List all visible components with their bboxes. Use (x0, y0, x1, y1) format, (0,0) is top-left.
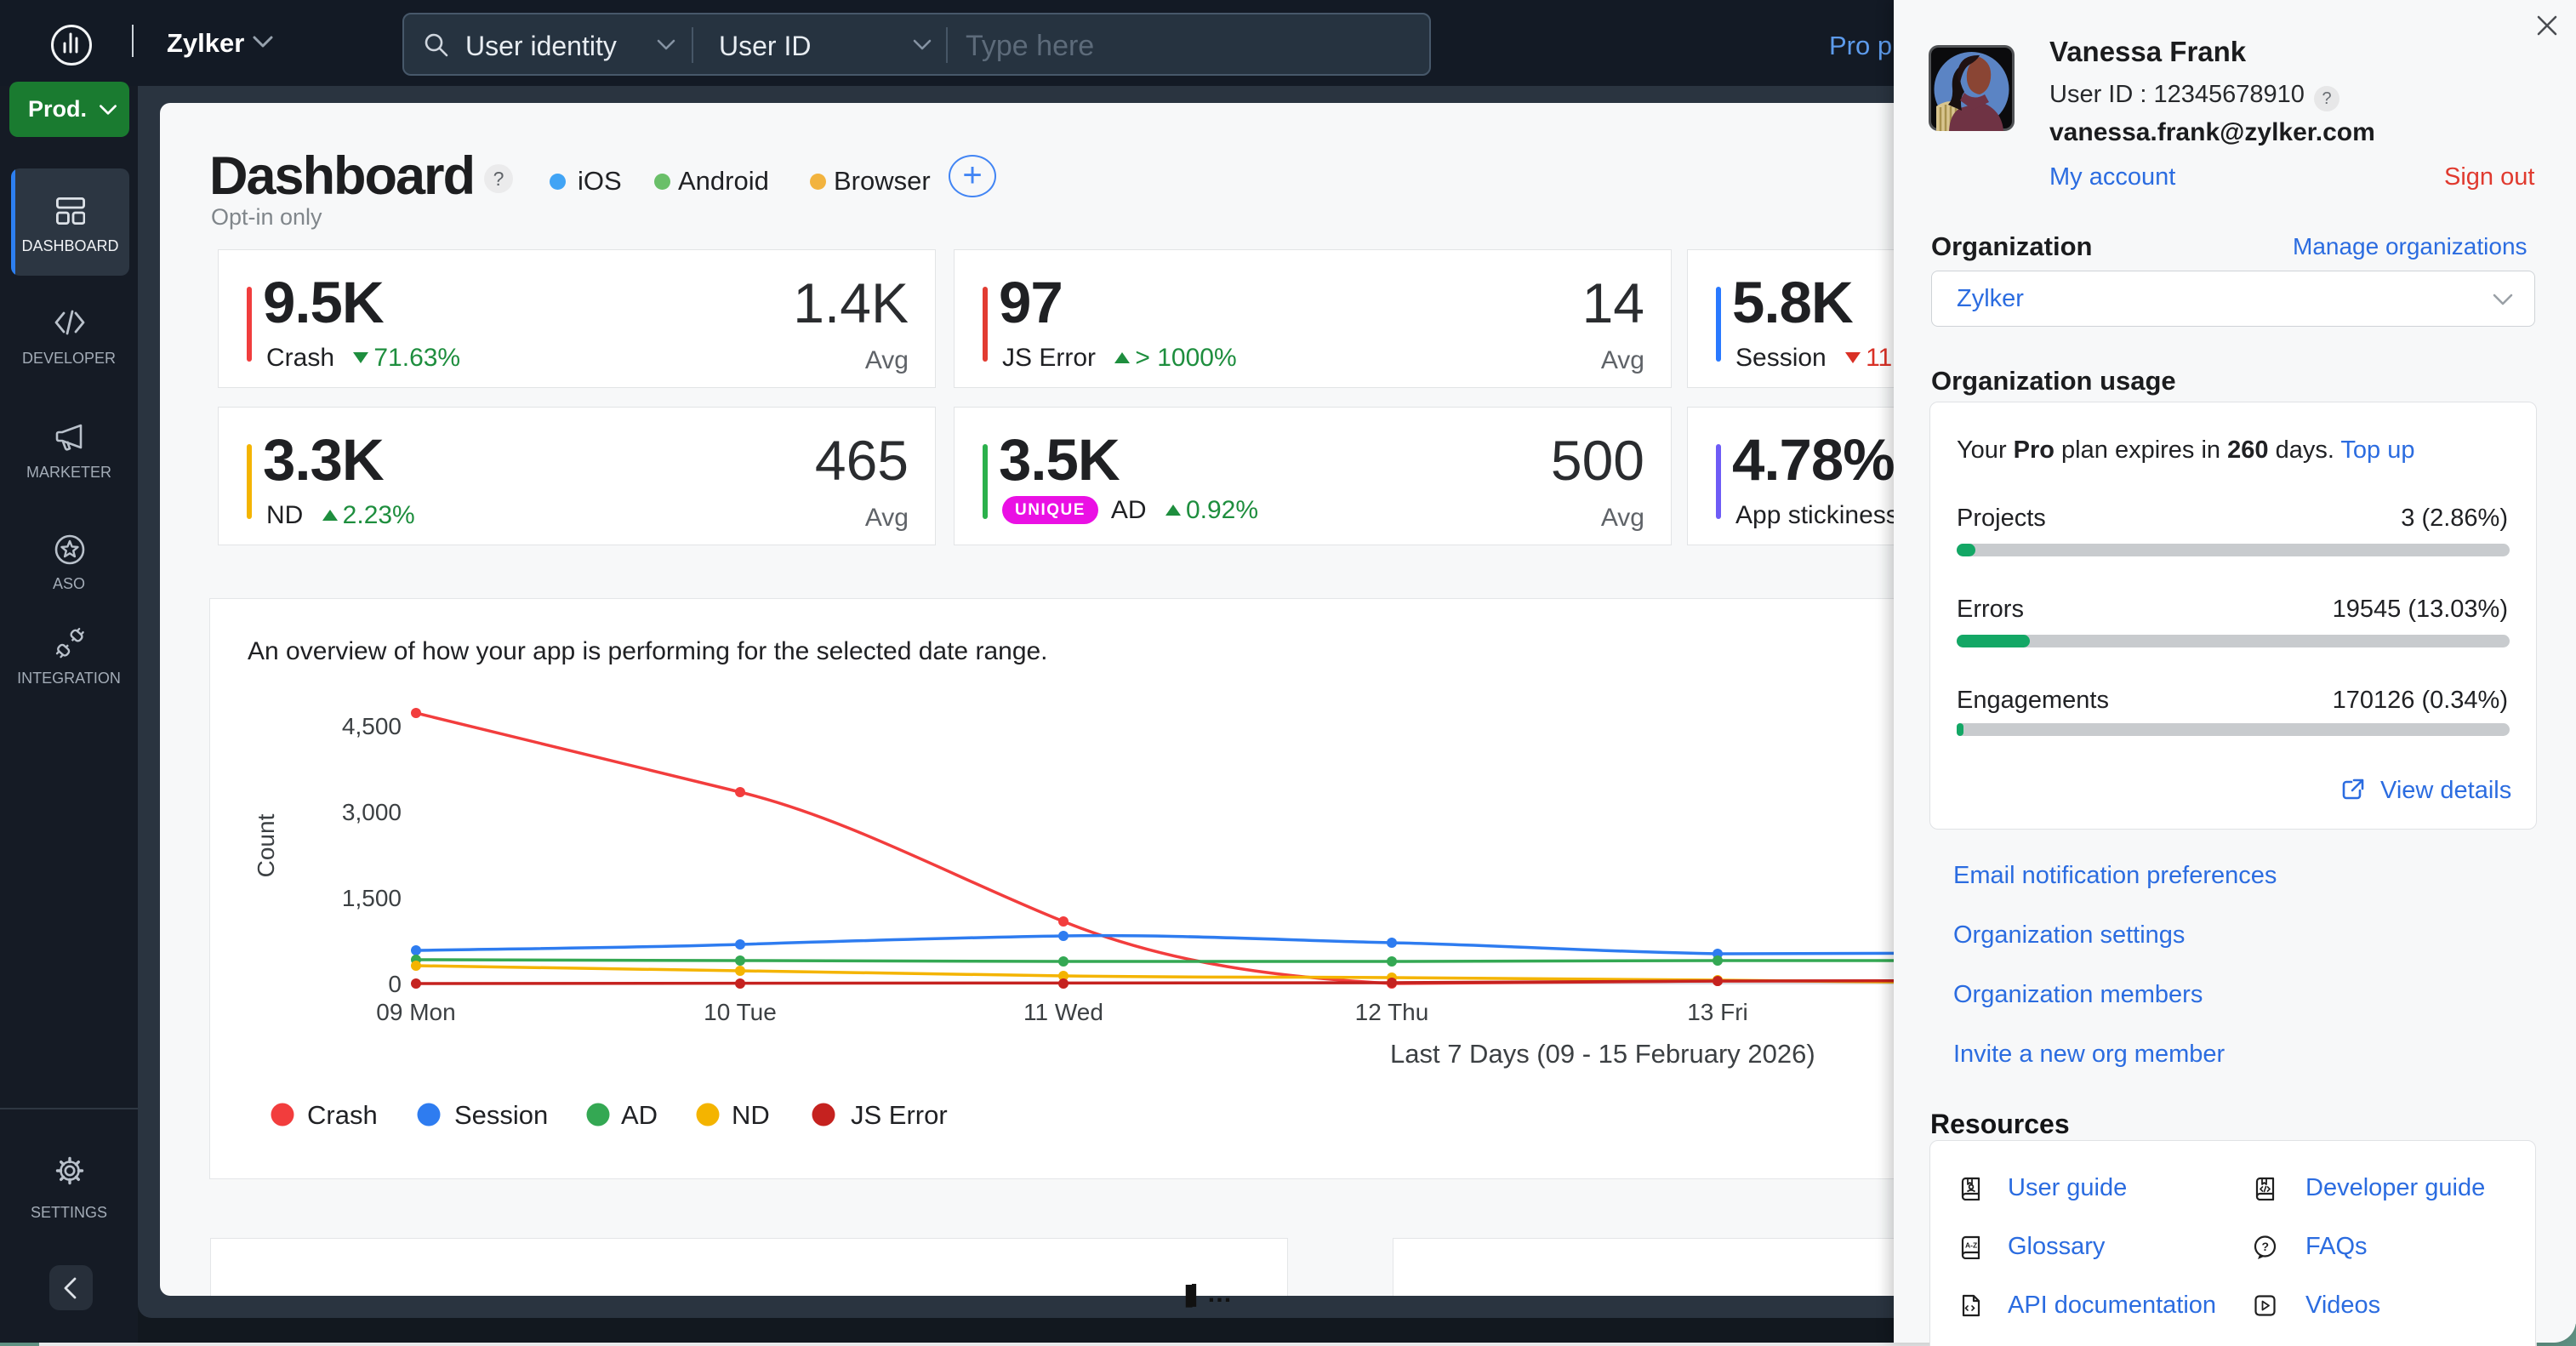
svg-text:AD: AD (621, 1100, 658, 1130)
svg-text:13 Fri: 13 Fri (1687, 999, 1748, 1025)
svg-text:09 Mon: 09 Mon (376, 999, 455, 1025)
svg-text:Crash: Crash (307, 1100, 378, 1130)
svg-text:?: ? (2262, 1240, 2270, 1253)
svg-text:10 Tue: 10 Tue (704, 999, 777, 1025)
svg-text:ND: ND (732, 1100, 770, 1130)
svg-text:11 Wed: 11 Wed (1023, 999, 1103, 1025)
svg-text:Count: Count (253, 813, 279, 877)
svg-text:3,000: 3,000 (342, 799, 402, 825)
svg-text:A-Z: A-Z (1965, 1241, 1977, 1250)
svg-text:Last 7 Days (09 - 15 February: Last 7 Days (09 - 15 February 2026) (1390, 1039, 1815, 1069)
svg-text:0: 0 (388, 971, 402, 997)
svg-text:12 Thu: 12 Thu (1355, 999, 1429, 1025)
svg-text:1,500: 1,500 (342, 885, 402, 911)
svg-text:JS Error: JS Error (851, 1100, 948, 1130)
svg-text:4,500: 4,500 (342, 713, 402, 739)
svg-text:Session: Session (454, 1100, 548, 1130)
